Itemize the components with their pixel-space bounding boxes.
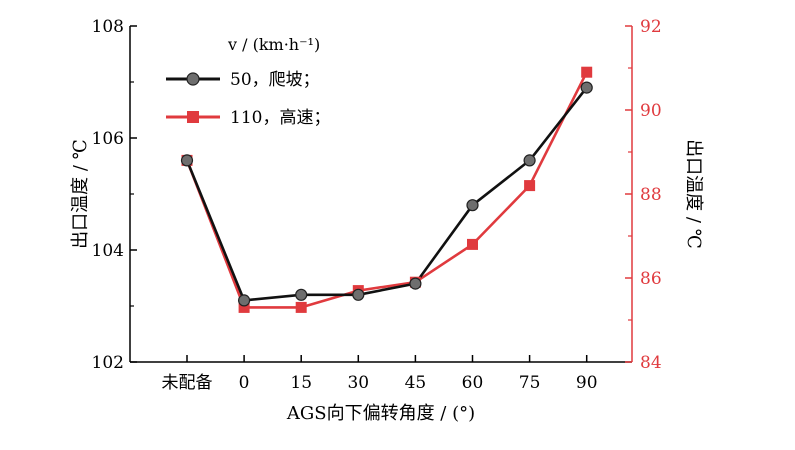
legend-marker-series-2	[187, 111, 199, 123]
legend-item-series-1: 50，爬坡；	[166, 70, 320, 90]
right-tick-label: 88	[640, 185, 662, 205]
plot-frame	[129, 26, 633, 363]
left-tick-label: 102	[92, 353, 124, 373]
right-tick-label: 84	[640, 353, 662, 373]
legend-label-series-2: 110，高速；	[230, 108, 330, 128]
left-axis-ticks: 102 104 106 108	[92, 17, 137, 373]
right-tick-label: 92	[640, 17, 662, 37]
x-axis-ticks: 未配备 0 15 30 45 60 75 90	[162, 355, 598, 393]
series-layer	[180, 66, 593, 313]
data-point-series-1	[523, 154, 536, 167]
data-point-series-2	[295, 301, 307, 313]
x-axis-label: AGS向下偏转角度 / (°)	[286, 403, 475, 424]
data-point-series-1	[580, 81, 593, 94]
x-tick-label: 90	[576, 373, 598, 393]
data-point-series-1	[180, 154, 194, 167]
data-point-series-1	[295, 288, 308, 301]
data-point-series-1	[352, 288, 365, 301]
data-point-series-1	[238, 294, 251, 307]
series-line-1	[185, 86, 588, 302]
series-line-2	[185, 71, 588, 309]
legend: v / (km·h⁻¹) 50，爬坡； 110，高速；	[166, 35, 330, 128]
x-tick-label: 45	[405, 373, 427, 393]
left-tick-label: 106	[92, 129, 124, 149]
x-tick-label: 60	[462, 373, 484, 393]
data-point-series-2	[581, 66, 593, 78]
data-point-series-1	[409, 277, 422, 290]
x-tick-label: 未配备	[162, 373, 213, 393]
x-tick-label: 15	[290, 373, 312, 393]
data-point-series-2	[524, 180, 536, 192]
data-point-series-2	[467, 238, 478, 250]
left-tick-label: 108	[92, 17, 124, 37]
legend-title: v / (km·h⁻¹)	[227, 35, 320, 54]
x-tick-label: 0	[239, 373, 250, 393]
right-axis-label: 出口温度 / ℃	[683, 139, 704, 249]
legend-label-series-1: 50，爬坡；	[230, 70, 320, 90]
right-axis-ticks: 84 86 88 90 92	[625, 17, 662, 373]
data-point-series-1	[466, 199, 479, 212]
left-axis-label: 出口温度 / ℃	[70, 139, 91, 249]
legend-item-series-2: 110，高速；	[166, 108, 330, 128]
x-tick-label: 30	[347, 373, 369, 393]
x-tick-label: 75	[519, 373, 541, 393]
right-tick-label: 86	[640, 269, 662, 289]
left-tick-label: 104	[92, 241, 124, 261]
data-point-series-2	[238, 301, 250, 313]
legend-marker-series-1	[186, 72, 200, 86]
right-tick-label: 90	[640, 101, 662, 121]
